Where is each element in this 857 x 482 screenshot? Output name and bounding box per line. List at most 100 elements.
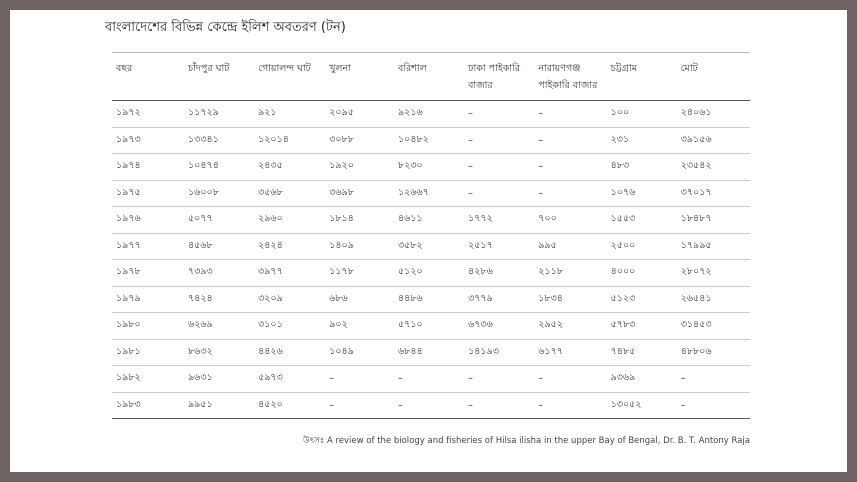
table-cell: ৫১২৩	[606, 286, 677, 313]
table-cell: –	[464, 153, 535, 181]
table-cell: ৭৩৯৩	[184, 259, 255, 287]
table-cell: ৩২০৯	[254, 286, 326, 313]
table-cell: –	[464, 100, 535, 128]
table-cell: ৪৬১১	[394, 206, 465, 234]
table-cell: ১৫৫৩	[606, 206, 677, 234]
table-cell: ৩৫৮২	[394, 233, 465, 260]
table-cell: –	[464, 180, 535, 207]
table-cell: ৪৮৩	[606, 153, 677, 181]
table-cell: ৬২৬৯	[184, 312, 255, 340]
table-cell: ২৮০৭২	[676, 259, 750, 287]
table-cell: ৪৪২৬	[254, 339, 326, 366]
table-row: ১৯৭৭ ৪৫৬৮ ২৪২৪ ১৪০৯ ৩৫৮২ ২৫১৭ ৯৯৫ ২৫০০ ১৭৯৯৫	[112, 233, 750, 260]
source-note: উৎসঃ A review of the biology and fisheri…	[302, 436, 750, 446]
table-cell: ৩১৪৫৩	[676, 312, 750, 340]
table-cell: ৬৭৩৬	[464, 312, 535, 340]
table-cell: ৫১২০	[394, 259, 465, 287]
table-cell: ৬৮৪৪	[394, 339, 465, 366]
table-title: বাংলাদেশের বিভিন্ন কেন্দ্রে ইলিশ অবতরণ (…	[105, 20, 346, 35]
table-row: ১৯৮০ ৬২৬৯ ৩১০১ ৯০২ ৫৭১০ ৬৭৩৬ ২৯৫২ ৫৭৮৩ ৩১৪৫৩	[112, 312, 750, 340]
table-cell: ৫৭৮৩	[606, 312, 677, 340]
table-cell: ৯৯৫	[534, 233, 607, 260]
table-cell: ২৫০০	[606, 233, 677, 260]
table-row: ১৯৮২ ৯৬৩১ ৫৯৭৩– – – –৯৩৬৯–	[112, 365, 750, 393]
table-cell: ১৯৮০	[112, 312, 185, 340]
table-cell: ৩৬৯৮	[325, 180, 394, 207]
table-row: ১৯৭৫ ১৬০০৮ ৩৫৬৮ ৩৬৯৮ ১২৬৬৭– –১০৭৬ ৩৭০১৭	[112, 180, 750, 207]
table-cell: ১৮৩৪	[534, 286, 607, 313]
table-cell: ৯৩৬৯	[606, 365, 677, 393]
table-cell: ৪৮৮০৬	[676, 339, 750, 366]
table-cell: ৩০৮৮	[325, 127, 394, 154]
table-cell: ৬৮৬	[325, 286, 394, 313]
table-cell: ১৯৮১	[112, 339, 185, 366]
table-cell: ১৯৭৫	[112, 180, 185, 207]
table-cell: ৪৫২০	[254, 392, 326, 419]
table-cell: ৩৭০১৭	[676, 180, 750, 207]
table-cell: ৯০২	[325, 312, 394, 340]
table-cell: ৩৯১৫৬	[676, 127, 750, 154]
table-cell: ১৯৮২	[112, 365, 185, 393]
table-row: ১৯৮৩ ৯৯৫১ ৪৫২০– – – –১৩০৫২–	[112, 392, 750, 419]
column-header: গোয়ালন্দ ঘাট	[258, 63, 311, 74]
table-cell: ২৩৫৪২	[676, 153, 750, 181]
table-cell: ১১৭২৯	[184, 100, 255, 128]
table-cell: ১৭৯৯৫	[676, 233, 750, 260]
column-header: চট্টগ্রাম	[610, 63, 637, 74]
table-cell: ৪৫৬৮	[184, 233, 255, 260]
table-cell: ১৮১৪	[325, 206, 394, 234]
table-row: ১৯৭৯ ৭৪২৪ ৩২০৯ ৬৮৬ ৪৪৮৬ ৩৭৭৯ ১৮৩৪ ৫১২৩ ২৬৫৪১	[112, 286, 750, 313]
table-cell: ২১১৮	[534, 259, 607, 287]
table-cell: ৯৯৫১	[184, 392, 255, 419]
table-cell: ৮২৩০	[394, 153, 465, 181]
column-header: বছর	[116, 63, 133, 74]
table-cell: ৫০৭৭	[184, 206, 255, 234]
table-cell: –	[534, 365, 607, 393]
table-cell: ২৯৫২	[534, 312, 607, 340]
table-cell: ৪০০০	[606, 259, 677, 287]
table-cell: ৩৫৬৮	[254, 180, 326, 207]
table-cell: ২৬৫৪১	[676, 286, 750, 313]
table-row: ১৯৭২ ১১৭২৯ ৯২১ ২০৯৫ ৯২১৬– –১০০ ২৪০৬১	[112, 100, 750, 128]
table-cell: ৯২১	[254, 100, 326, 128]
column-header: মোট	[680, 63, 698, 74]
table-cell: –	[325, 365, 394, 393]
table-cell: ৫৭১০	[394, 312, 465, 340]
table-cell: ২৪২৪	[254, 233, 326, 260]
table-cell: ১৩৩৪১	[184, 127, 255, 154]
table-cell: –	[534, 153, 607, 181]
table-cell: ১৮৪৮৭	[676, 206, 750, 234]
table-row: ১৯৭৩ ১৩৩৪১ ১২০১৪ ৩০৮৮ ১০৪৮২– –২৩১ ৩৯১৫৬	[112, 127, 750, 154]
table-cell: ৪২৮৬	[464, 259, 535, 287]
table-row: ১৯৭৬ ৫০৭৭ ২৯৬০ ১৮১৪ ৪৬১১ ১৭৭২ ৭০০ ১৫৫৩ ১৮৪৮৭	[112, 206, 750, 234]
table-cell: –	[534, 100, 607, 128]
table-cell: ২৫১৭	[464, 233, 535, 260]
table-cell: ১৯৭৪	[112, 153, 185, 181]
table-cell: ১২৬৬৭	[394, 180, 465, 207]
table-cell: ১০০	[606, 100, 677, 128]
table-cell: ৭৪২৪	[184, 286, 255, 313]
table-cell: ১২০১৪	[254, 127, 326, 154]
table-cell: ৮৬৩২	[184, 339, 255, 366]
column-header: বরিশাল	[398, 63, 427, 74]
table-cell: –	[534, 392, 607, 419]
table-cell: ৯৬৩১	[184, 365, 255, 393]
table-cell: ২৪৩৫	[254, 153, 326, 181]
table-cell: ১১৭৮	[325, 259, 394, 287]
table-cell: –	[394, 365, 465, 393]
column-header: খুলনা	[329, 63, 351, 74]
table-row: ১৯৭৪ ১০৪৭৪ ২৪৩৫ ১৯২০ ৮২৩০– –৪৮৩ ২৩৫৪২	[112, 153, 750, 181]
table-cell: –	[676, 392, 750, 419]
table-cell: ১৯২০	[325, 153, 394, 181]
table-cell: ১৯৭৮	[112, 259, 185, 287]
table-cell: –	[464, 365, 535, 393]
table-cell: ১৭৭২	[464, 206, 535, 234]
hilsa-landing-table: বছর চাঁদপুর ঘাট গোয়ালন্দ ঘাট খুলনা বরিশাল ঢা…	[112, 52, 750, 419]
table-cell: –	[464, 127, 535, 154]
table-cell: ১৬০০৮	[184, 180, 255, 207]
table-cell: ১০৪৯	[325, 339, 394, 366]
column-header: ঢাকা পাইকারি বাজার	[468, 63, 521, 91]
table-cell: ১৯৭৬	[112, 206, 185, 234]
table-cell: ১৯৭৭	[112, 233, 185, 260]
table-cell: ১০৪৭৪	[184, 153, 255, 181]
